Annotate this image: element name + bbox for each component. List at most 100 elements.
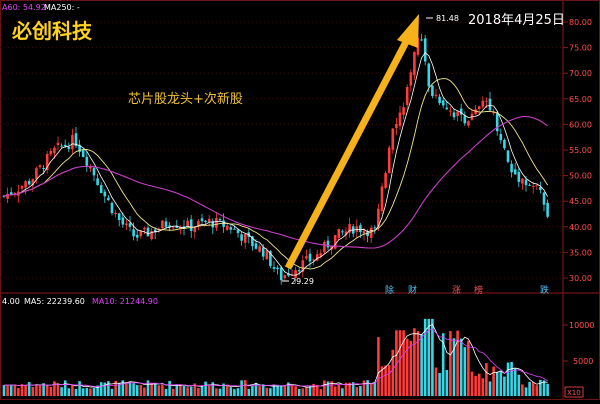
- volume-bar: [153, 383, 157, 396]
- volume-bar: [513, 368, 517, 396]
- price-axis: 80.00 75.00 70.00 65.00 60.00 55.00 50.00 45.00…: [563, 18, 592, 283]
- volume-bar: [236, 388, 240, 396]
- candle-body: [27, 180, 31, 185]
- stock-subtitle: 芯片股龙头+次新股: [128, 91, 243, 107]
- volume-bar: [449, 331, 452, 396]
- volume-bar: [215, 388, 218, 396]
- volume-bar: [369, 384, 373, 396]
- candle-body: [333, 235, 337, 249]
- volume-bar: [524, 387, 528, 396]
- volume-bar: [333, 386, 337, 396]
- candle-body: [110, 202, 114, 214]
- candle-body: [395, 123, 398, 129]
- candle-body: [359, 225, 362, 233]
- volume-bar: [92, 387, 96, 396]
- candle-body: [362, 230, 366, 234]
- candle-body: [121, 217, 125, 225]
- candle-body: [153, 229, 157, 233]
- volume-bar: [377, 337, 380, 396]
- candle-body: [474, 109, 477, 115]
- candle-body: [35, 168, 38, 180]
- volume-bar: [510, 361, 513, 396]
- candle-body: [236, 229, 240, 234]
- candle-body: [251, 236, 254, 247]
- candle-body: [60, 145, 63, 147]
- volume-bar: [171, 388, 175, 396]
- candle-body: [294, 270, 297, 278]
- candle-body: [531, 186, 535, 188]
- volume-bar: [391, 349, 395, 396]
- candle-body: [164, 221, 168, 227]
- volume-bar: [254, 382, 258, 396]
- candle-body: [107, 197, 110, 201]
- price-tick-label: 35.00: [569, 248, 592, 257]
- volume-bar: [438, 372, 441, 396]
- volume-bar: [359, 386, 362, 396]
- volume-bar: [6, 385, 9, 396]
- high-marker: 81.48: [426, 14, 459, 23]
- candle-body: [38, 165, 42, 168]
- volume-bar: [341, 388, 344, 396]
- volume-bar: [9, 384, 13, 396]
- candle-body: [45, 153, 49, 171]
- candle-body: [103, 191, 107, 197]
- volume-bar: [71, 384, 74, 396]
- candle-body: [96, 178, 99, 186]
- volume-ma5-label: MA5: 22239.60: [24, 297, 85, 306]
- candle-body: [240, 234, 243, 241]
- price-tick-label: 55.00: [569, 146, 592, 155]
- volume-bar: [279, 385, 283, 396]
- volume-bar: [164, 388, 168, 396]
- volume-bar: [546, 383, 549, 396]
- volume-bar: [99, 382, 103, 396]
- candle-body: [283, 275, 287, 278]
- candle-body: [92, 167, 96, 176]
- ma60-label: A60: 54.92: [2, 3, 46, 12]
- candle-body: [42, 168, 45, 170]
- candle-body: [204, 220, 207, 223]
- volume-bar: [168, 380, 171, 396]
- moving-averages: [3, 52, 548, 276]
- volume-bar: [452, 338, 456, 396]
- volume-bar: [56, 383, 60, 396]
- volume-bar: [96, 385, 99, 396]
- volume-bar: [542, 380, 546, 396]
- candle-body: [326, 240, 330, 248]
- candle-body: [330, 245, 333, 250]
- volume-bar: [139, 384, 143, 396]
- candle-body: [499, 134, 503, 141]
- volume-bar: [182, 385, 186, 396]
- volume-bar: [287, 382, 290, 396]
- candle-body: [503, 139, 506, 149]
- candle-body: [391, 128, 395, 150]
- candle-body: [186, 220, 189, 227]
- candle-body: [546, 202, 549, 217]
- candle-body: [542, 192, 546, 205]
- candle-body: [341, 231, 344, 233]
- candle-body: [67, 146, 71, 149]
- candle-body: [315, 254, 319, 261]
- volume-bar: [485, 363, 488, 396]
- volume-bar: [53, 381, 56, 396]
- candle-body: [207, 218, 211, 222]
- candle-body: [456, 111, 459, 117]
- volume-bar: [135, 385, 139, 396]
- candle-body: [269, 251, 272, 266]
- candle-body: [521, 178, 524, 184]
- high-price-label: 81.48: [436, 14, 459, 23]
- candle-body: [387, 147, 391, 173]
- candle-body: [485, 100, 488, 102]
- candle-body: [211, 221, 215, 228]
- volume-bar: [161, 384, 164, 396]
- candle-body: [517, 171, 521, 182]
- volume-bar: [330, 381, 333, 396]
- low-price-label: 29.29: [291, 277, 314, 286]
- candle-body: [56, 142, 60, 146]
- volume-bar: [265, 387, 269, 396]
- volume-bar: [416, 331, 420, 396]
- ma-short-line: [3, 52, 548, 276]
- candle-body: [78, 144, 81, 152]
- candle-body: [506, 150, 510, 162]
- candle-body: [344, 231, 348, 235]
